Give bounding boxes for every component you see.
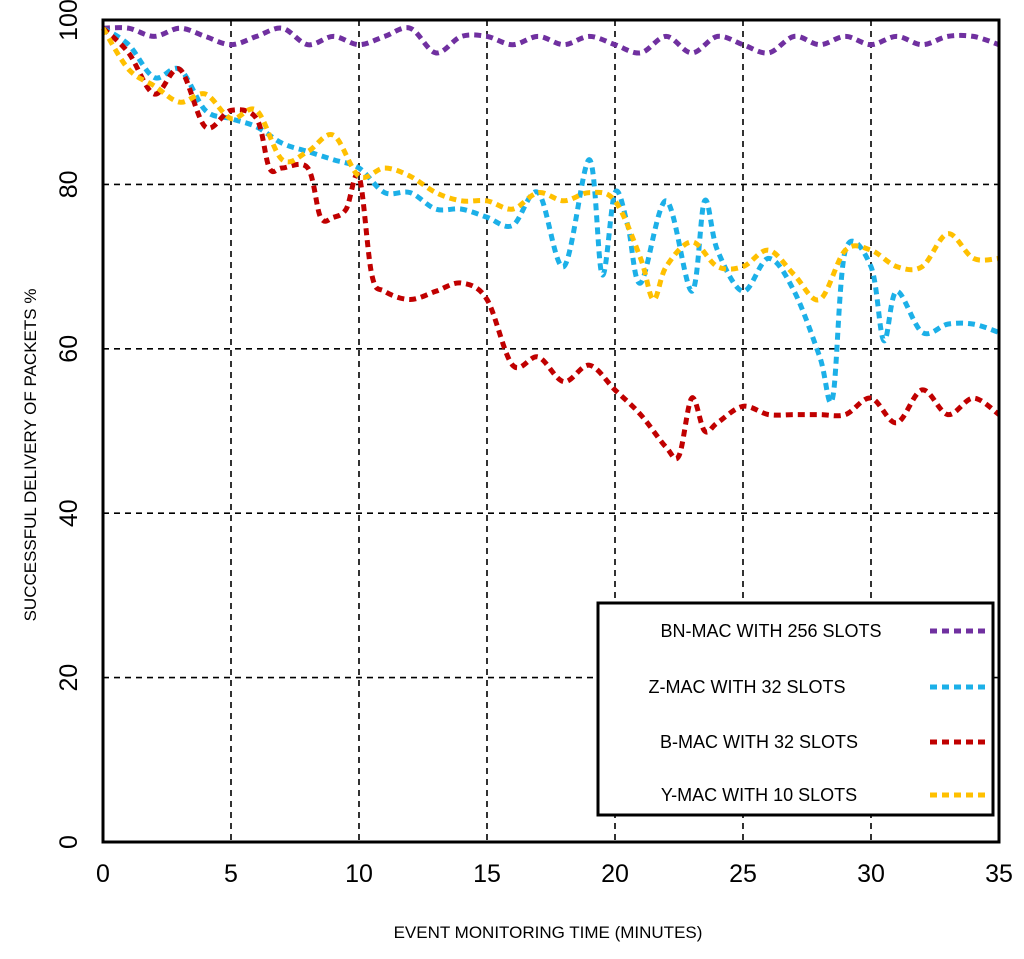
x-tick-label: 5	[224, 860, 238, 888]
y-tick-label: 100	[55, 0, 83, 41]
y-tick-label: 0	[55, 835, 83, 849]
x-axis-title: EVENT MONITORING TIME (MINUTES)	[394, 923, 703, 942]
y-tick-labels: 0 20 40 60 80 100	[55, 0, 83, 849]
x-tick-label: 20	[601, 860, 629, 888]
x-tick-labels: 0 5 10 15 20 25 30 35	[96, 860, 1013, 888]
y-tick-label: 20	[55, 664, 83, 692]
plot-frame	[101, 18, 1001, 844]
series-line-0	[102, 25, 1000, 56]
series-line-2	[101, 26, 1001, 462]
y-tick-label: 80	[55, 170, 83, 198]
x-tick-label: 30	[857, 860, 885, 888]
y-axis-title: SUCCESSFUL DELIVERY OF PACKETS %	[21, 289, 40, 622]
y-tick-label: 40	[55, 499, 83, 527]
x-tick-label: 15	[473, 860, 501, 888]
series-lines	[100, 25, 1001, 462]
legend-label: Y-MAC WITH 10 SLOTS	[661, 785, 857, 805]
y-tick-label: 60	[55, 335, 83, 363]
legend: BN-MAC WITH 256 SLOTS Z-MAC WITH 32 SLOTS…	[596, 601, 995, 817]
x-tick-label: 25	[729, 860, 757, 888]
x-tick-label: 10	[345, 860, 373, 888]
legend-box	[596, 601, 995, 817]
x-tick-label: 35	[985, 860, 1013, 888]
legend-label: BN-MAC WITH 256 SLOTS	[660, 621, 881, 641]
x-tick-label: 0	[96, 860, 110, 888]
series-line-3	[100, 26, 1000, 303]
legend-label: B-MAC WITH 32 SLOTS	[660, 732, 858, 752]
legend-label: Z-MAC WITH 32 SLOTS	[648, 677, 845, 697]
